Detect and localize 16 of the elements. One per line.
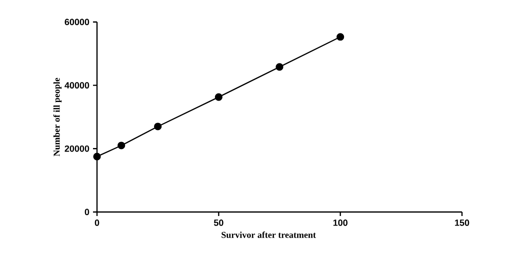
point [276, 63, 284, 71]
point [118, 142, 126, 150]
y-tick-label: 40000 [64, 82, 90, 89]
x-tick-label: 150 [455, 220, 470, 226]
x-tick-label: 100 [333, 220, 348, 226]
y-axis-title: Number of ill people [53, 78, 62, 156]
x-axis-title: Survivor after treatment [222, 232, 316, 238]
x-tick-label: 50 [214, 220, 224, 226]
y-tick-label: 60000 [64, 18, 90, 26]
y-tick-label: 20000 [64, 145, 90, 152]
point [93, 152, 101, 160]
point [154, 122, 162, 130]
x-tick-label: 0 [94, 220, 100, 226]
point [336, 33, 344, 41]
point [214, 93, 222, 101]
y-tick-label: 0 [84, 208, 90, 216]
